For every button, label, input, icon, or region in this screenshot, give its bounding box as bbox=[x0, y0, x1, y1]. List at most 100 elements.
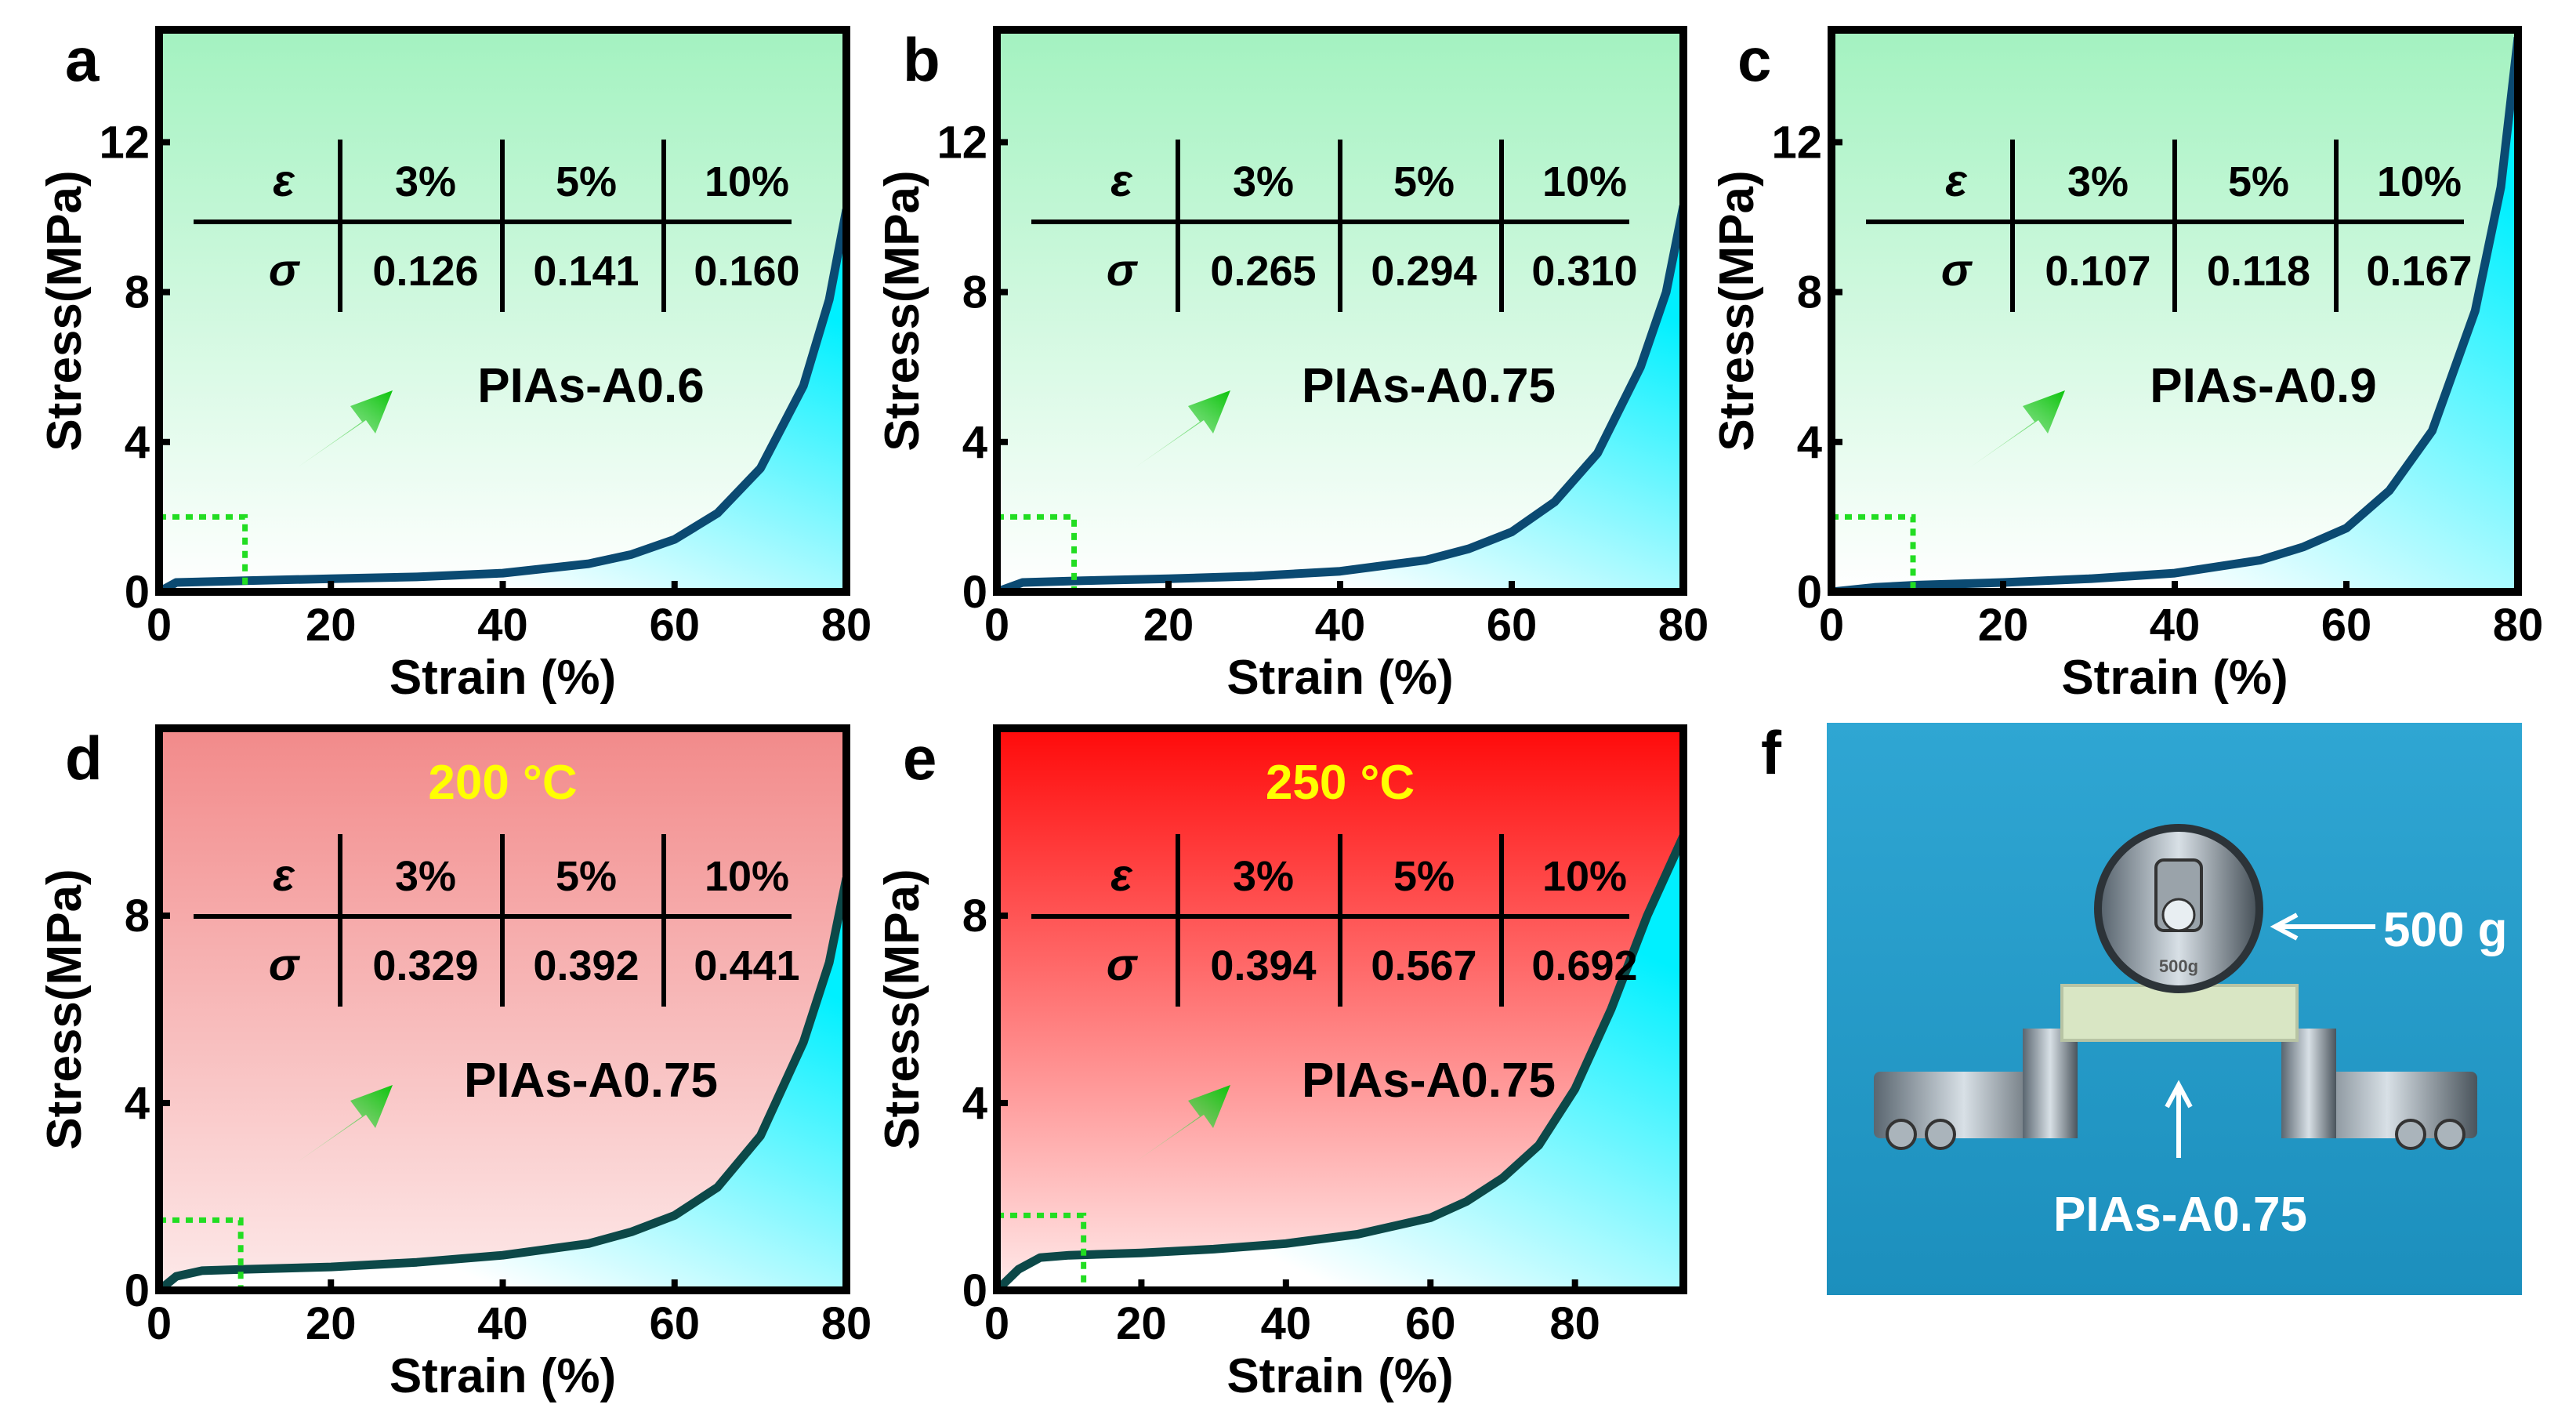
dotted-region-marker bbox=[997, 1212, 1087, 1290]
y-axis-label: Stress(MPa) bbox=[875, 170, 929, 451]
trend-arrow-icon bbox=[295, 390, 393, 469]
trend-arrow-icon bbox=[1968, 390, 2065, 469]
y-tick-label: 4 bbox=[125, 417, 150, 468]
table-header-cell: 10% bbox=[2377, 158, 2462, 205]
table-value-cell: 0.265 bbox=[1210, 248, 1316, 295]
panel-c: 0 20 40 60 80 0 4 8 12 Strain (%) Stress(MPa) c ε 3% 5… bbox=[1710, 25, 2543, 705]
table-value-cell: 0.294 bbox=[1371, 248, 1476, 295]
y-tick-label: 12 bbox=[99, 117, 150, 168]
strain-symbol: ε bbox=[1110, 155, 1133, 206]
x-tick-label: 60 bbox=[649, 600, 700, 651]
x-tick-label: 0 bbox=[984, 1298, 1009, 1349]
curve-fill-area bbox=[159, 209, 846, 592]
table-header-cell: 10% bbox=[705, 158, 789, 205]
x-tick-label: 20 bbox=[1978, 600, 2029, 651]
temperature-label: 250 °C bbox=[1266, 756, 1415, 810]
table-value-cell: 0.692 bbox=[1531, 942, 1637, 989]
table-header-cell: 5% bbox=[556, 853, 617, 900]
y-tick-label: 12 bbox=[1771, 117, 1822, 168]
x-axis-label: Strain (%) bbox=[2061, 651, 2288, 705]
y-tick-label: 0 bbox=[125, 1265, 150, 1316]
sample-label: PIAs-A0.6 bbox=[477, 359, 704, 413]
trend-arrow-icon bbox=[1133, 390, 1230, 469]
stress-strain-curve bbox=[997, 834, 1683, 1290]
x-tick-label: 40 bbox=[1261, 1298, 1312, 1349]
x-tick-label: 80 bbox=[1549, 1298, 1600, 1349]
table-value-cell: 0.160 bbox=[694, 248, 799, 295]
y-tick-label: 4 bbox=[962, 1078, 987, 1129]
y-tick-label: 0 bbox=[962, 1265, 987, 1316]
panel-letter: c bbox=[1737, 25, 1771, 94]
test-fixture bbox=[1874, 984, 2477, 1150]
x-axis-label: Strain (%) bbox=[389, 651, 616, 705]
y-tick-label: 0 bbox=[962, 567, 987, 618]
x-tick-label: 0 bbox=[984, 600, 1009, 651]
y-tick-label: 0 bbox=[125, 567, 150, 618]
inset-table: ε 3% 5% 10% σ 0.329 0.392 0.441 bbox=[194, 834, 800, 1007]
stress-symbol: σ bbox=[1107, 245, 1139, 296]
x-tick-label: 40 bbox=[477, 600, 528, 651]
x-tick-label: 60 bbox=[2321, 600, 2372, 651]
x-tick-label: 60 bbox=[649, 1298, 700, 1349]
y-tick-label: 8 bbox=[125, 267, 150, 318]
photo-panel-f: f 500g 500 g PIAs-A0.75 bbox=[1761, 718, 2522, 1295]
strain-symbol: ε bbox=[1945, 155, 1968, 206]
panel-letter: e bbox=[903, 724, 937, 793]
y-tick-label: 8 bbox=[962, 267, 987, 318]
x-tick-label: 20 bbox=[1143, 600, 1194, 651]
strain-symbol: ε bbox=[273, 155, 295, 206]
y-tick-label: 4 bbox=[1797, 417, 1822, 468]
x-tick-label: 60 bbox=[1487, 600, 1538, 651]
sample-label: PIAs-A0.75 bbox=[1302, 359, 1556, 413]
table-header-cell: 10% bbox=[1542, 853, 1627, 900]
panel-letter: b bbox=[903, 25, 940, 94]
panel-d: 0 20 40 60 80 0 4 8 Strain (%) Stress(MPa) d 200 °C… bbox=[38, 724, 871, 1403]
y-axis-label: Stress(MPa) bbox=[1710, 170, 1764, 451]
stress-strain-curve bbox=[1831, 36, 2518, 592]
strain-symbol: ε bbox=[1110, 850, 1133, 901]
table-value-cell: 0.167 bbox=[2366, 248, 2472, 295]
table-header-cell: 10% bbox=[705, 853, 789, 900]
dotted-region-marker bbox=[159, 513, 248, 592]
table-value-cell: 0.126 bbox=[372, 248, 478, 295]
x-tick-label: 80 bbox=[821, 600, 872, 651]
strain-symbol: ε bbox=[273, 850, 295, 901]
table-header-cell: 3% bbox=[1233, 853, 1294, 900]
trend-arrow-icon bbox=[1133, 1085, 1230, 1163]
table-header-cell: 10% bbox=[1542, 158, 1627, 205]
table-value-cell: 0.441 bbox=[694, 942, 799, 989]
x-tick-label: 40 bbox=[1315, 600, 1366, 651]
screw-icon bbox=[2395, 1119, 2426, 1150]
stress-strain-curve bbox=[159, 209, 846, 592]
x-tick-label: 0 bbox=[1819, 600, 1844, 651]
dotted-region-marker bbox=[1831, 513, 1916, 592]
temperature-label: 200 °C bbox=[428, 756, 577, 810]
panel-b: 0 20 40 60 80 0 4 8 12 Strain (%) Stress(MPa) b ε 3% 5… bbox=[875, 25, 1708, 705]
inset-table: ε 3% 5% 10% σ 0.107 0.118 0.167 bbox=[1866, 140, 2473, 312]
x-tick-label: 20 bbox=[306, 600, 357, 651]
x-tick-label: 40 bbox=[2150, 600, 2201, 651]
y-axis-label: Stress(MPa) bbox=[38, 170, 92, 451]
panel-letter: f bbox=[1761, 718, 1782, 787]
x-tick-label: 80 bbox=[821, 1298, 872, 1349]
stress-symbol: σ bbox=[269, 939, 301, 990]
x-tick-label: 0 bbox=[147, 600, 172, 651]
table-header-cell: 5% bbox=[556, 158, 617, 205]
table-value-cell: 0.118 bbox=[2207, 248, 2310, 295]
y-axis-label: Stress(MPa) bbox=[38, 869, 92, 1149]
table-header-cell: 3% bbox=[395, 158, 456, 205]
table-value-cell: 0.310 bbox=[1531, 248, 1637, 295]
y-tick-label: 4 bbox=[125, 1078, 150, 1129]
table-header-cell: 3% bbox=[2067, 158, 2129, 205]
y-tick-label: 4 bbox=[962, 417, 987, 468]
sample-label: PIAs-A0.75 bbox=[2053, 1188, 2307, 1242]
y-tick-label: 0 bbox=[1797, 567, 1822, 618]
y-tick-label: 8 bbox=[962, 891, 987, 942]
weight: 500g bbox=[2094, 824, 2263, 993]
panel-a: 0 20 40 60 80 0 4 8 12 Strain (%) Stress(MPa) a ε 3% 5… bbox=[38, 25, 871, 705]
table-header-cell: 5% bbox=[1393, 158, 1455, 205]
x-tick-label: 20 bbox=[306, 1298, 357, 1349]
x-axis-label: Strain (%) bbox=[1226, 1349, 1453, 1403]
panel-letter: d bbox=[65, 724, 103, 793]
stress-symbol: σ bbox=[1941, 245, 1973, 296]
